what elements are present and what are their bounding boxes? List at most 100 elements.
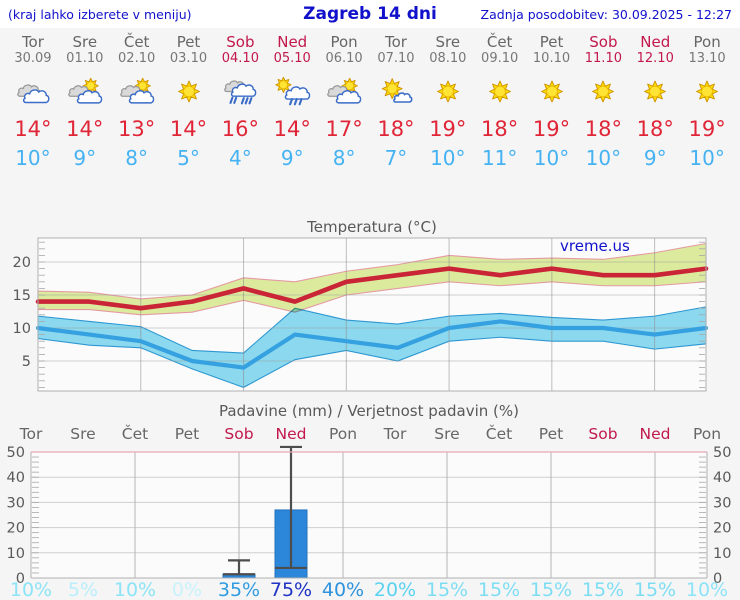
forecast-day: Pon 06.10 17° 8°: [318, 28, 370, 215]
precip-day-label: Pet: [175, 425, 199, 443]
precip-chart-title: Padavine (mm) / Verjetnost padavin (%): [219, 402, 519, 420]
precip-probability-label: 15%: [634, 579, 676, 600]
tmin-label: 5°: [177, 146, 200, 170]
day-date: 30.09: [14, 51, 52, 66]
tmax-label: 17°: [325, 117, 363, 141]
tmin-label: 10°: [430, 146, 466, 170]
tmin-label: 7°: [384, 146, 408, 170]
day-date: 09.10: [481, 51, 519, 66]
precip-day-label: Pon: [329, 425, 357, 443]
forecast-day: Pet 10.10 19° 10°: [526, 28, 578, 215]
tmin-label: 8°: [125, 146, 149, 170]
tmax-label: 19°: [429, 117, 467, 141]
svg-text:20: 20: [13, 255, 31, 271]
precip-probability-label: 0%: [172, 579, 202, 600]
forecast-day: Tor 07.10 18° 7°: [370, 28, 422, 215]
day-name: Sob: [226, 33, 255, 51]
precip-probability-label: 10%: [10, 579, 52, 600]
forecast-day: Sre 01.10 14° 9°: [59, 28, 111, 215]
tmin-label: 11°: [481, 146, 518, 170]
day-name: Tor: [21, 33, 44, 51]
day-date: 02.10: [118, 51, 156, 66]
svg-text:10: 10: [7, 546, 25, 562]
precip-day-label: Čet: [122, 424, 148, 443]
day-name: Čet: [486, 33, 513, 51]
day-name: Pet: [539, 33, 564, 51]
precip-day-label: Tor: [19, 425, 43, 443]
svg-text:10: 10: [13, 321, 31, 337]
sunny-icon: [163, 77, 215, 113]
tmax-label: 19°: [688, 117, 726, 141]
tmax-label: 14°: [169, 117, 208, 141]
precip-day-label: Pon: [693, 425, 721, 443]
precip-day-label: Ned: [640, 425, 671, 443]
day-name: Ned: [277, 33, 308, 51]
tmin-label: 10°: [533, 146, 570, 170]
sun-cloud-icon: [59, 77, 111, 113]
svg-text:30: 30: [7, 495, 25, 511]
page-title: Zagreb 14 dni: [303, 4, 437, 24]
tmin-label: 8°: [332, 146, 356, 170]
precipitation-chart: 0 0 10 10 20 20 30 30 40 40 50 50 Tor Sre Čet Pet Sob Ned…: [7, 402, 732, 600]
precip-probability-label: 75%: [270, 579, 312, 600]
precip-day-label: Pet: [539, 425, 563, 443]
forecast-day: Ned 05.10 14° 9°: [266, 28, 318, 215]
sunny-icon: [629, 77, 681, 113]
day-name: Pon: [330, 33, 358, 51]
svg-text:20: 20: [713, 521, 731, 537]
day-name: Čet: [123, 33, 150, 51]
tmin-label: 10°: [585, 146, 622, 170]
svg-text:20: 20: [7, 521, 25, 537]
tmax-label: 16°: [221, 117, 259, 141]
day-name: Pet: [176, 33, 201, 51]
svg-text:15: 15: [13, 288, 31, 304]
forecast-day: Pon 13.10 19° 10°: [681, 28, 733, 215]
tmax-label: 19°: [532, 117, 571, 141]
sunny-icon: [474, 77, 526, 113]
forecast-day: Tor 30.09 14° 10°: [7, 28, 59, 215]
day-name: Sre: [435, 33, 461, 51]
forecast-day: Čet 09.10 18° 11°: [474, 28, 526, 215]
precip-probability-label: 15%: [478, 579, 520, 600]
day-date: 08.10: [429, 51, 467, 66]
svg-text:50: 50: [713, 445, 731, 461]
tmax-label: 14°: [273, 117, 311, 141]
forecast-day: Sob 11.10 18° 10°: [577, 28, 629, 215]
day-name: Sob: [589, 33, 618, 51]
tmax-label: 18°: [481, 117, 519, 141]
rain-icon: [214, 77, 266, 113]
temp-chart-title: Temperatura (°C): [306, 218, 437, 236]
tmin-label: 10°: [689, 146, 725, 170]
precip-probability-label: 20%: [374, 579, 416, 600]
last-updated: Zadnja posodobitev: 30.09.2025 - 12:27: [480, 6, 732, 22]
day-name: Ned: [640, 33, 671, 51]
precip-probability-label: 40%: [322, 579, 364, 600]
forecast-strip: Tor 30.09 14° 10° Sre 01.10 14° 9° Čet 02.10 13° 8°…: [0, 28, 740, 215]
precip-day-label: Čet: [486, 424, 512, 443]
sun-rain-icon: [266, 77, 318, 113]
tmax-label: 18°: [584, 117, 622, 141]
precip-day-label: Sob: [224, 425, 253, 443]
sun-cloud-icon: [318, 77, 370, 113]
sun-cloud-icon: [111, 77, 163, 113]
day-name: Tor: [384, 33, 407, 51]
watermark: vreme.us: [560, 237, 630, 255]
header: (kraj lahko izberete v meniju) Zagreb 14…: [0, 0, 740, 28]
svg-text:0: 0: [713, 571, 722, 587]
precip-probability-label: 15%: [426, 579, 468, 600]
forecast-day: Pet 03.10 14° 5°: [163, 28, 215, 215]
day-date: 13.10: [688, 51, 726, 66]
svg-text:40: 40: [713, 470, 731, 486]
forecast-day: Sob 04.10 16° 4°: [214, 28, 266, 215]
forecast-day: Ned 12.10 18° 9°: [629, 28, 681, 215]
precip-day-label: Sre: [434, 425, 459, 443]
svg-text:30: 30: [713, 495, 731, 511]
cloudy-icon: [7, 77, 59, 113]
tmax-label: 13°: [118, 117, 156, 141]
tmin-label: 4°: [229, 146, 252, 170]
tmin-label: 9°: [73, 146, 97, 170]
forecast-day: Čet 02.10 13° 8°: [111, 28, 163, 215]
sunny-icon: [577, 77, 629, 113]
precip-day-label: Sre: [70, 425, 95, 443]
sunny-icon: [422, 77, 474, 113]
